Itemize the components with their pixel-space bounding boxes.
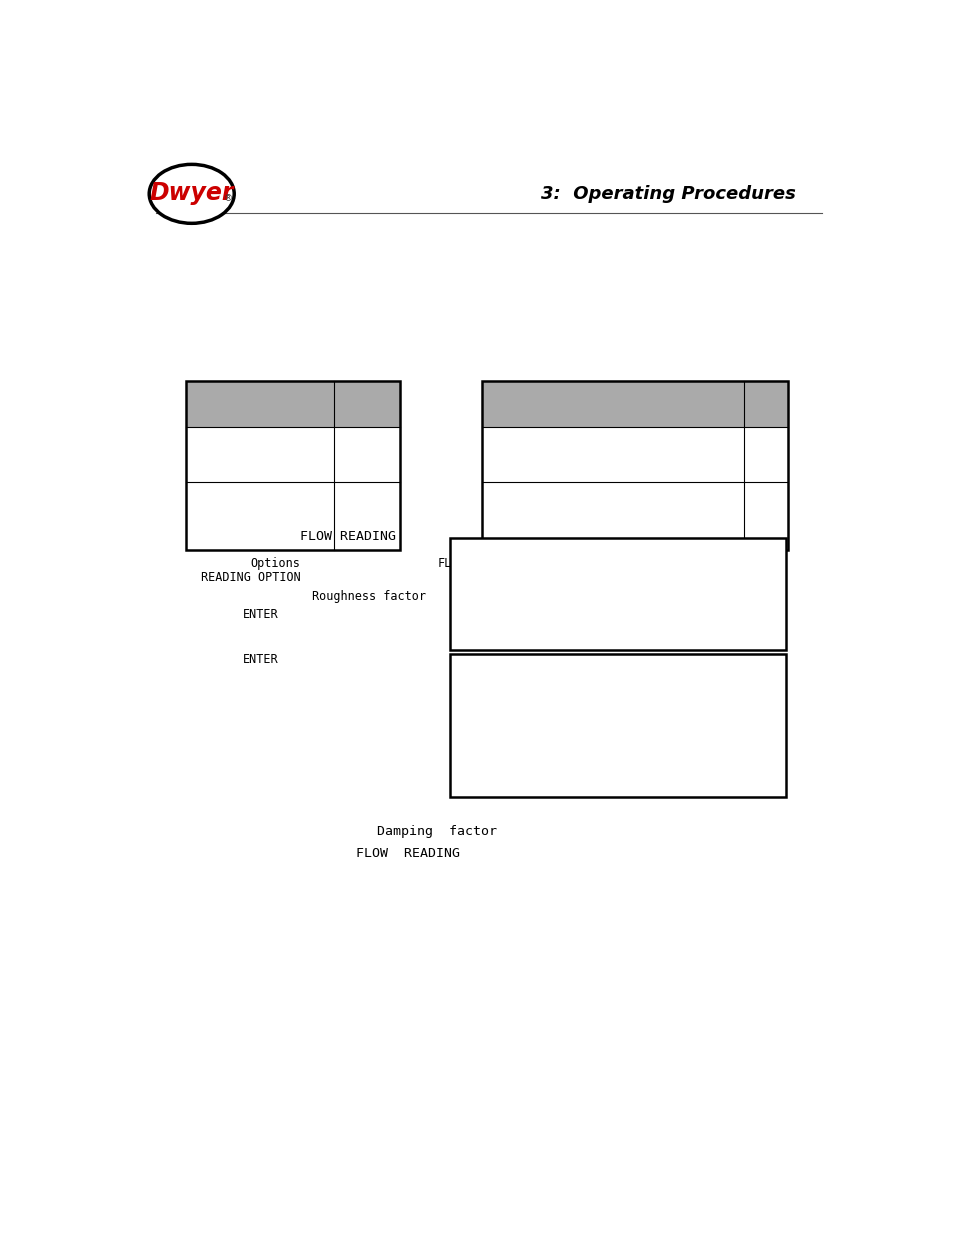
Text: Alarm Settings         :: Alarm Settings : [456, 701, 618, 711]
Text: Select Totals          :          +Total: Select Totals : +Total [456, 766, 725, 776]
Text: Reset -Total: Reset -Total [456, 663, 537, 673]
Text: 3:  Operating Procedures: 3: Operating Procedures [540, 185, 795, 203]
Text: Totalizer              :          Run: Totalizer : Run [456, 624, 705, 634]
Text: Exit: Exit [456, 778, 483, 788]
Text: Zero Cutoff (m/s)      :          0.010: Zero Cutoff (m/s) : 0.010 [456, 585, 719, 595]
Text: READING OPTION: READING OPTION [200, 572, 300, 584]
Bar [449, 655, 785, 797]
Text: FLOW: FLOW [436, 557, 465, 571]
Text: Damping  factor: Damping factor [376, 825, 497, 839]
Text: FLOW  READING: FLOW READING [355, 847, 459, 860]
Bar [186, 382, 400, 551]
Text: Dwyer: Dwyer [150, 180, 233, 205]
Bar [743, 382, 787, 427]
Text: Roughness factor       :          0.010: Roughness factor : 0.010 [456, 688, 719, 698]
Bar [449, 538, 785, 651]
Bar [186, 382, 334, 427]
Text: ENTER: ENTER [242, 653, 278, 666]
Text: Options: Options [251, 557, 300, 571]
Bar [481, 382, 743, 427]
Bar [481, 382, 787, 551]
Text: Max Pulse Freq (Hz)    :          10.00: Max Pulse Freq (Hz) : 10.00 [456, 714, 719, 724]
Text: FLOW READING: FLOW READING [300, 531, 396, 543]
Text: Set zero flow (m/s)    :          0.000: Set zero flow (m/s) : 0.000 [456, 598, 719, 608]
Text: Roughness factor: Roughness factor [312, 590, 426, 604]
Text: Calculated Pulse Value:           2.00: Calculated Pulse Value: 2.00 [456, 740, 712, 750]
Text: Calibration factor     :          1.000: Calibration factor : 1.000 [456, 676, 719, 685]
Text: Damping (secs)         :          10: Damping (secs) : 10 [456, 611, 699, 621]
Text: ENTER: ENTER [242, 609, 278, 621]
Bar [334, 382, 400, 427]
Ellipse shape [149, 164, 234, 224]
Text: Diagnostics: Diagnostics [456, 752, 530, 762]
Text: Flow at Max Frequency  :          200.00: Flow at Max Frequency : 200.00 [456, 727, 725, 737]
Text: Data review: Data review [456, 572, 530, 583]
Text: Reset +Total: Reset +Total [456, 636, 537, 646]
Text: FLOW READING OPTION    DD-MM-YY   HH:MM:SS: FLOW READING OPTION DD-MM-YY HH:MM:SS [456, 547, 740, 557]
Text: ®: ® [224, 194, 233, 203]
